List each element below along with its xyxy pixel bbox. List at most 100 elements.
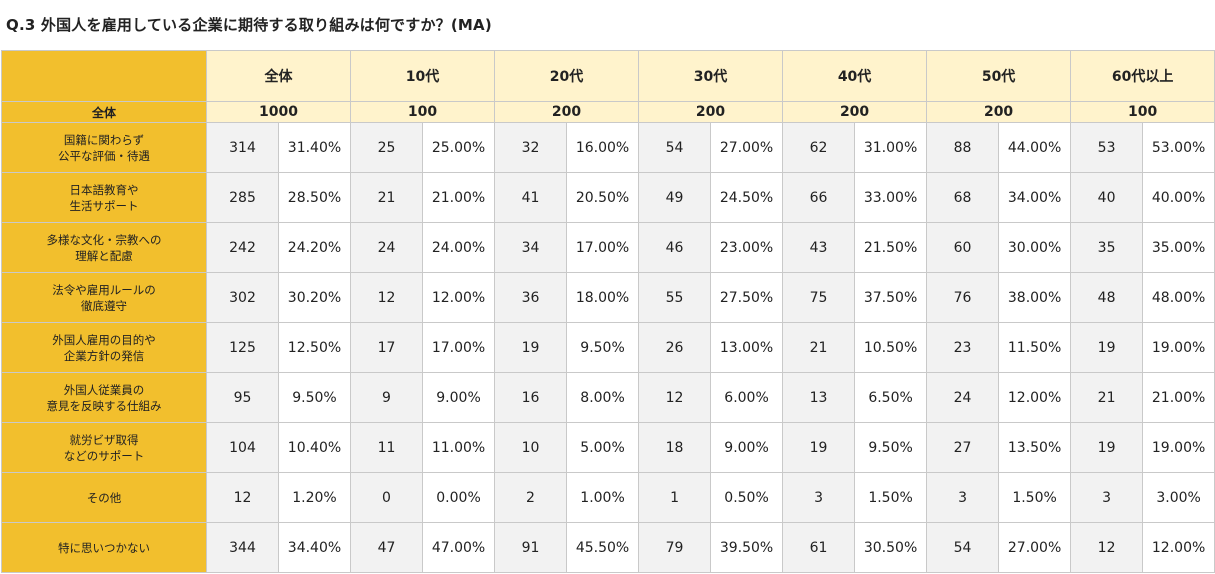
column-total: 200 (782, 101, 928, 123)
percent-cell: 25.00% (421, 122, 496, 173)
percent-cell: 21.50% (854, 222, 928, 273)
table-row: 国籍に関わらず 公平な評価・待遇 314 31.40% 25 25.00% 32 16.00%… (1, 122, 1215, 173)
total-row: 全体 1000 100 200 200 200 200 100 (1, 101, 1215, 123)
table-row: 外国人雇用の目的や 企業方針の発信 125 12.50% 17 17.00% 19 9.50%… (1, 322, 1215, 373)
row-label-line: 公平な評価・待遇 (58, 148, 150, 163)
percent-cell: 39.50% (710, 522, 784, 573)
count-cell: 21 (782, 322, 856, 373)
column-total: 1000 (206, 101, 351, 123)
percent-cell: 34.40% (278, 522, 351, 573)
count-cell: 60 (926, 222, 1000, 273)
table-row: 法令や雇用ルールの 徹底遵守 302 30.20% 12 12.00% 36 18.00% 55… (1, 272, 1215, 323)
count-cell: 54 (926, 522, 1000, 573)
percent-cell: 0.50% (710, 472, 784, 523)
percent-cell: 30.20% (278, 272, 351, 323)
count-cell: 62 (782, 122, 856, 173)
percent-cell: 31.00% (854, 122, 928, 173)
count-cell: 19 (1070, 322, 1144, 373)
column-header: 60代以上 (1070, 50, 1215, 102)
header-corner (1, 50, 207, 102)
percent-cell: 1.50% (998, 472, 1072, 523)
percent-cell: 47.00% (421, 522, 496, 573)
row-label-line: 外国人雇用の目的や (52, 332, 156, 347)
total-row-label: 全体 (1, 101, 207, 123)
count-cell: 43 (782, 222, 856, 273)
percent-cell: 23.00% (710, 222, 784, 273)
row-label-line: 国籍に関わらず (63, 132, 145, 147)
column-total: 100 (1070, 101, 1215, 123)
percent-cell: 5.00% (566, 422, 640, 473)
count-cell: 88 (926, 122, 1000, 173)
table-row: 多様な文化・宗教への 理解と配慮 242 24.20% 24 24.00% 34 17.00%… (1, 222, 1215, 273)
row-label: 外国人従業員の 意見を反映する仕組み (1, 372, 207, 423)
count-cell: 41 (494, 172, 568, 223)
count-cell: 35 (1070, 222, 1144, 273)
count-cell: 24 (926, 372, 1000, 423)
percent-cell: 31.40% (278, 122, 351, 173)
count-cell: 48 (1070, 272, 1144, 323)
column-total: 100 (349, 101, 496, 123)
column-header: 20代 (494, 50, 640, 102)
percent-cell: 1.20% (278, 472, 351, 523)
percent-cell: 24.50% (710, 172, 784, 223)
count-cell: 125 (206, 322, 279, 373)
row-label: 外国人雇用の目的や 企業方針の発信 (1, 322, 207, 373)
count-cell: 9 (350, 372, 423, 423)
count-cell: 19 (494, 322, 568, 373)
percent-cell: 12.00% (998, 372, 1072, 423)
percent-cell: 12.00% (1142, 522, 1215, 573)
percent-cell: 1.50% (854, 472, 928, 523)
count-cell: 32 (494, 122, 568, 173)
percent-cell: 53.00% (1142, 122, 1215, 173)
count-cell: 18 (638, 422, 712, 473)
row-label: その他 (1, 472, 207, 523)
percent-cell: 11.00% (421, 422, 496, 473)
row-label: 国籍に関わらず 公平な評価・待遇 (1, 122, 207, 173)
percent-cell: 13.00% (710, 322, 784, 373)
count-cell: 2 (494, 472, 568, 523)
row-label-line: 就労ビザ取得 (69, 432, 139, 447)
percent-cell: 10.40% (278, 422, 351, 473)
count-cell: 3 (1070, 472, 1144, 523)
percent-cell: 19.00% (1142, 322, 1215, 373)
row-label: 法令や雇用ルールの 徹底遵守 (1, 272, 207, 323)
percent-cell: 17.00% (566, 222, 640, 273)
count-cell: 19 (782, 422, 856, 473)
percent-cell: 27.00% (710, 122, 784, 173)
column-header: 全体 (206, 50, 351, 102)
count-cell: 46 (638, 222, 712, 273)
percent-cell: 24.20% (278, 222, 351, 273)
percent-cell: 8.00% (566, 372, 640, 423)
percent-cell: 19.00% (1142, 422, 1215, 473)
row-label-line: 日本語教育や (69, 182, 139, 197)
percent-cell: 21.00% (421, 172, 496, 223)
row-label-line: 徹底遵守 (81, 298, 127, 313)
row-label: 日本語教育や 生活サポート (1, 172, 207, 223)
count-cell: 55 (638, 272, 712, 323)
percent-cell: 12.00% (421, 272, 496, 323)
column-header: 50代 (926, 50, 1072, 102)
count-cell: 75 (782, 272, 856, 323)
percent-cell: 27.00% (998, 522, 1072, 573)
count-cell: 79 (638, 522, 712, 573)
count-cell: 40 (1070, 172, 1144, 223)
row-label-line: 企業方針の発信 (63, 348, 145, 363)
count-cell: 16 (494, 372, 568, 423)
row-label-line: 生活サポート (69, 198, 139, 213)
count-cell: 21 (350, 172, 423, 223)
table-row: 特に思いつかない 344 34.40% 47 47.00% 91 45.50% 79 39.50… (1, 522, 1215, 573)
row-label-line: その他 (86, 490, 122, 505)
percent-cell: 3.00% (1142, 472, 1215, 523)
table-row: 就労ビザ取得 などのサポート 104 10.40% 11 11.00% 10 5.00% 18 9… (1, 422, 1215, 473)
row-label-line: 法令や雇用ルールの (52, 282, 156, 297)
percent-cell: 11.50% (998, 322, 1072, 373)
count-cell: 47 (350, 522, 423, 573)
column-header: 40代 (782, 50, 928, 102)
count-cell: 24 (350, 222, 423, 273)
count-cell: 49 (638, 172, 712, 223)
row-label: 特に思いつかない (1, 522, 207, 573)
count-cell: 34 (494, 222, 568, 273)
percent-cell: 38.00% (998, 272, 1072, 323)
count-cell: 21 (1070, 372, 1144, 423)
row-label: 就労ビザ取得 などのサポート (1, 422, 207, 473)
